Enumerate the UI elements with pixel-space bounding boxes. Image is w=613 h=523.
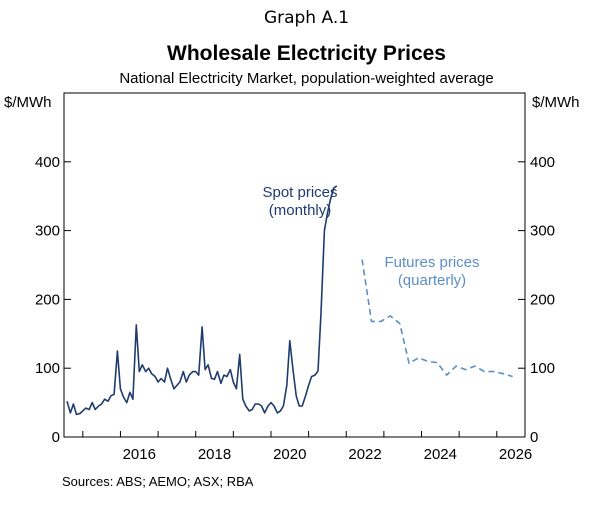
y-tick-label-right: 400 <box>530 154 555 171</box>
annotation-line: Spot prices <box>262 184 337 201</box>
y-tick-label-left: 200 <box>35 291 60 308</box>
spot-price-line <box>66 185 338 416</box>
y-tick-label-left: 100 <box>35 360 60 377</box>
x-tick-label: 2026 <box>499 446 532 463</box>
x-ticks: 2016 2018 2020 2022 2024 2026 <box>82 431 532 463</box>
chart-subtitle: National Electricity Market, population-… <box>119 70 494 87</box>
x-tick-label: 2022 <box>348 446 381 463</box>
x-tick-label: 2016 <box>123 446 156 463</box>
y-tick-label-right: 0 <box>530 429 538 446</box>
sources-note: Sources: ABS; AEMO; ASX; RBA <box>62 474 254 489</box>
y-tick-label-right: 300 <box>530 223 555 240</box>
y-tick-label-left: 400 <box>35 154 60 171</box>
series-group <box>66 185 513 416</box>
annotation-line: Futures prices <box>384 254 479 271</box>
y-tick-label-right: 100 <box>530 360 555 377</box>
plot-frame <box>63 92 526 438</box>
y-ticks: 0 0 100 100 200 200 300 300 400 400 <box>35 154 555 446</box>
y-tick-label-left: 0 <box>52 429 60 446</box>
x-tick-label: 2024 <box>424 446 457 463</box>
y-axis-unit-right: $/MWh <box>532 94 580 111</box>
annotations: Spot prices (monthly) Futures prices (quart… <box>262 184 479 289</box>
annotation-line: (monthly) <box>269 202 332 219</box>
x-tick-label: 2020 <box>273 446 306 463</box>
annotation-line: (quarterly) <box>398 272 466 289</box>
y-tick-label-left: 300 <box>35 223 60 240</box>
y-axis-unit-left: $/MWh <box>4 94 52 111</box>
chart-title: Wholesale Electricity Prices <box>167 42 446 65</box>
x-tick-label: 2018 <box>198 446 231 463</box>
spot-annotation: Spot prices (monthly) <box>262 184 337 219</box>
futures-annotation: Futures prices (quarterly) <box>384 254 479 289</box>
graph-number: Graph A.1 <box>263 8 350 28</box>
y-tick-label-right: 200 <box>530 291 555 308</box>
